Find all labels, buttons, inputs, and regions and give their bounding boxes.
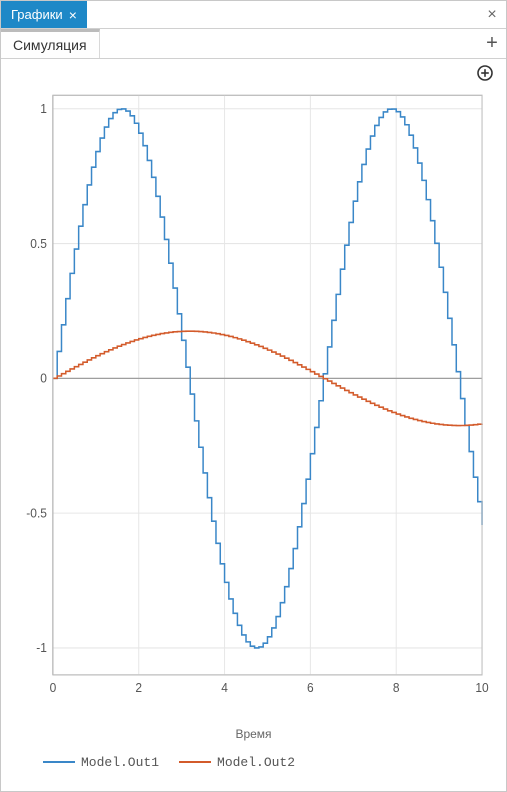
legend-swatch xyxy=(179,761,211,763)
inner-tabbar: Симуляция + xyxy=(1,29,506,59)
chart-area: 0 2 4 6 8 10 -1 -0.5 0 0.5 1 Время Model.Out1 Mode… xyxy=(1,87,506,791)
svg-text:6: 6 xyxy=(307,681,314,695)
legend: Model.Out1 Model.Out2 xyxy=(9,741,498,783)
svg-text:0.5: 0.5 xyxy=(30,236,47,250)
svg-text:0: 0 xyxy=(40,371,47,385)
close-tab-icon[interactable]: × xyxy=(69,8,77,22)
chart-toolbar xyxy=(1,59,506,87)
zoom-add-icon[interactable] xyxy=(474,62,496,84)
inner-tab-label: Симуляция xyxy=(13,37,87,53)
legend-item: Model.Out1 xyxy=(43,755,159,770)
x-axis-label: Время xyxy=(9,727,498,741)
svg-text:8: 8 xyxy=(393,681,400,695)
outer-tab-label: Графики xyxy=(11,7,63,22)
legend-swatch xyxy=(43,761,75,763)
legend-item: Model.Out2 xyxy=(179,755,295,770)
svg-text:0: 0 xyxy=(50,681,57,695)
svg-text:1: 1 xyxy=(40,102,47,116)
chart-panel: Графики × × Симуляция + 0 2 4 6 8 10 -1 -0.5 0 0.… xyxy=(0,0,507,792)
svg-text:-0.5: -0.5 xyxy=(26,506,47,520)
outer-tabbar: Графики × × xyxy=(1,1,506,29)
svg-text:4: 4 xyxy=(221,681,228,695)
line-chart: 0 2 4 6 8 10 -1 -0.5 0 0.5 1 xyxy=(9,91,498,735)
svg-text:2: 2 xyxy=(135,681,142,695)
close-panel-icon[interactable]: × xyxy=(478,1,506,28)
legend-label: Model.Out2 xyxy=(217,755,295,770)
add-tab-icon[interactable]: + xyxy=(478,29,506,58)
inner-tab-simulation[interactable]: Симуляция xyxy=(1,29,100,58)
svg-text:10: 10 xyxy=(475,681,488,695)
outer-tab-graphics[interactable]: Графики × xyxy=(1,1,87,28)
svg-text:-1: -1 xyxy=(36,641,47,655)
legend-label: Model.Out1 xyxy=(81,755,159,770)
